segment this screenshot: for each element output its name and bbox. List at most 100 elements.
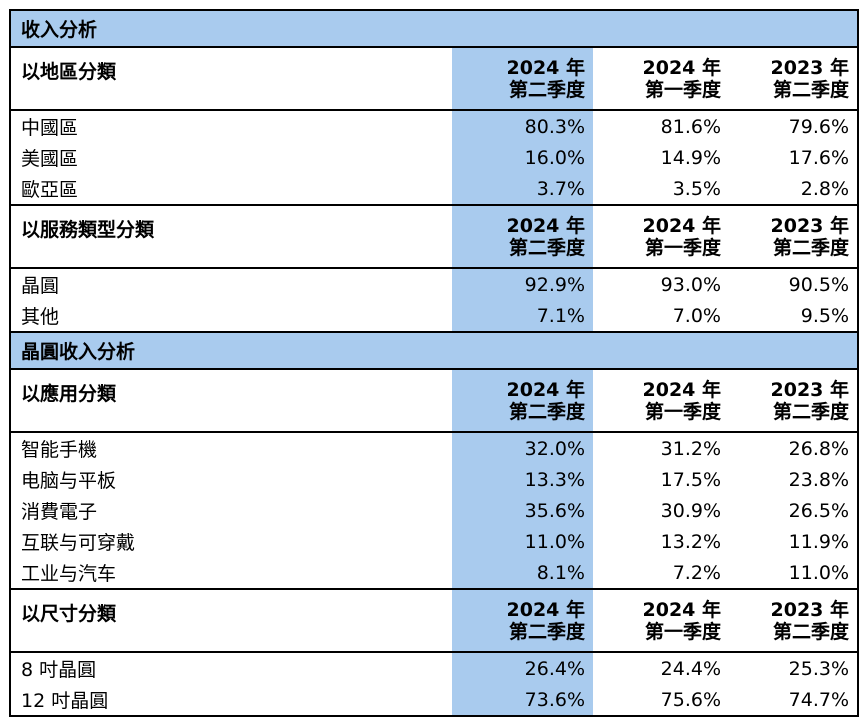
column-header-year: 2024 年	[642, 378, 722, 401]
column-header: 2023 年第二季度	[729, 204, 858, 269]
column-header: 2024 年第二季度	[452, 204, 593, 269]
table-row: 其他 7.1% 7.0% 9.5%	[11, 300, 857, 332]
column-header-year: 2024 年	[506, 56, 586, 79]
table-row: 12 吋晶圓 73.6% 75.6% 74.7%	[11, 684, 857, 715]
row-value: 25.3%	[788, 657, 850, 680]
table-row: 美國區 16.0% 14.9% 17.6%	[11, 142, 857, 173]
row-label: 互联与可穿戴	[21, 532, 136, 554]
row-label: 工业与汽车	[21, 563, 117, 585]
column-header: 2023 年第二季度	[729, 588, 858, 653]
column-header-quarter: 第二季度	[773, 620, 850, 643]
row-value: 24.4%	[660, 657, 721, 680]
group-header-label: 以地區分類	[11, 46, 452, 111]
column-header-quarter: 第一季度	[644, 236, 721, 259]
row-value: 7.0%	[672, 304, 721, 327]
section-title: 收入分析	[11, 9, 858, 48]
group-header-row: 以應用分類 2024 年第二季度 2024 年第一季度 2023 年第二季度	[11, 368, 858, 433]
row-value: 26.4%	[452, 652, 593, 684]
row-label: 消費電子	[21, 501, 98, 523]
row-label: 其他	[21, 306, 60, 328]
column-header-year: 2024 年	[642, 598, 722, 621]
row-value: 80.3%	[452, 110, 593, 142]
section-header: 收入分析	[11, 9, 858, 48]
column-header: 2024 年第一季度	[593, 368, 729, 433]
row-label: 8 吋晶圓	[21, 659, 97, 681]
row-value: 7.1%	[452, 300, 593, 332]
column-header: 2024 年第二季度	[452, 368, 593, 433]
column-header-quarter: 第二季度	[773, 236, 850, 259]
row-value: 92.9%	[452, 268, 593, 300]
column-header-quarter: 第二季度	[508, 236, 585, 259]
column-header-year: 2024 年	[506, 598, 586, 621]
row-value: 31.2%	[660, 437, 721, 460]
group-header-label: 以尺寸分類	[11, 588, 452, 653]
column-header-quarter: 第二季度	[508, 78, 585, 101]
table-row: 中國區 80.3% 81.6% 79.6%	[11, 110, 857, 142]
group-header-row: 以服務類型分類 2024 年第二季度 2024 年第一季度 2023 年第二季度	[11, 204, 858, 269]
group-header-row: 以尺寸分類 2024 年第二季度 2024 年第一季度 2023 年第二季度	[11, 588, 858, 653]
section-title: 晶圓收入分析	[11, 331, 858, 370]
row-value: 16.0%	[452, 142, 593, 173]
row-value: 3.7%	[452, 173, 593, 205]
row-value: 26.8%	[788, 437, 850, 460]
column-header: 2023 年第二季度	[729, 368, 858, 433]
column-header-year: 2024 年	[506, 378, 586, 401]
row-label: 智能手機	[21, 439, 98, 461]
row-value: 23.8%	[788, 468, 850, 491]
row-value: 93.0%	[660, 273, 721, 296]
column-header-year: 2023 年	[770, 598, 850, 621]
row-value: 17.6%	[788, 146, 850, 169]
row-value: 32.0%	[452, 432, 593, 464]
row-value: 11.0%	[452, 526, 593, 557]
group-header-label: 以應用分類	[11, 368, 452, 433]
row-label: 美國區	[21, 148, 79, 170]
table-row: 晶圓 92.9% 93.0% 90.5%	[11, 268, 857, 300]
column-header: 2024 年第一季度	[593, 204, 729, 269]
row-value: 11.9%	[788, 530, 850, 553]
table-row: 智能手機 32.0% 31.2% 26.8%	[11, 432, 857, 464]
row-value: 13.2%	[660, 530, 721, 553]
table-row: 互联与可穿戴 11.0% 13.2% 11.9%	[11, 526, 857, 557]
row-label: 电脑与平板	[21, 470, 117, 492]
row-value: 75.6%	[660, 688, 721, 711]
column-header-year: 2024 年	[506, 214, 586, 237]
column-header: 2023 年第二季度	[729, 46, 858, 111]
row-value: 2.8%	[800, 177, 850, 200]
row-label: 中國區	[21, 117, 79, 139]
row-value: 73.6%	[452, 684, 593, 715]
row-value: 8.1%	[452, 557, 593, 589]
table-row: 工业与汽车 8.1% 7.2% 11.0%	[11, 557, 857, 589]
row-value: 90.5%	[788, 273, 850, 296]
row-value: 7.2%	[672, 561, 721, 584]
column-header-year: 2023 年	[770, 214, 850, 237]
row-value: 3.5%	[672, 177, 721, 200]
column-header-quarter: 第一季度	[644, 78, 721, 101]
column-header-quarter: 第二季度	[773, 400, 850, 423]
row-value: 26.5%	[788, 499, 850, 522]
column-header: 2024 年第二季度	[452, 588, 593, 653]
section-header: 晶圓收入分析	[11, 331, 858, 370]
table-row: 歐亞區 3.7% 3.5% 2.8%	[11, 173, 857, 205]
table-row: 消費電子 35.6% 30.9% 26.5%	[11, 495, 857, 526]
row-value: 79.6%	[788, 115, 850, 138]
column-header-quarter: 第一季度	[644, 400, 721, 423]
column-header-quarter: 第二季度	[773, 78, 850, 101]
row-value: 9.5%	[800, 304, 850, 327]
revenue-analysis-table: 收入分析 以地區分類 2024 年第二季度 2024 年第一季度 2023 年第二季度中…	[11, 9, 858, 715]
column-header-year: 2024 年	[642, 56, 722, 79]
row-value: 30.9%	[660, 499, 721, 522]
row-value: 17.5%	[660, 468, 721, 491]
column-header-year: 2023 年	[770, 378, 850, 401]
column-header: 2024 年第一季度	[593, 46, 729, 111]
column-header: 2024 年第一季度	[593, 588, 729, 653]
table-body: 收入分析 以地區分類 2024 年第二季度 2024 年第一季度 2023 年第二季度中…	[11, 9, 858, 715]
column-header: 2024 年第二季度	[452, 46, 593, 111]
group-header-label: 以服務類型分類	[11, 204, 452, 269]
row-label: 12 吋晶圓	[21, 690, 109, 712]
column-header-year: 2023 年	[770, 56, 850, 79]
column-header-quarter: 第一季度	[644, 620, 721, 643]
column-header-quarter: 第二季度	[508, 400, 585, 423]
row-label: 歐亞區	[21, 179, 79, 201]
table-row: 电脑与平板 13.3% 17.5% 23.8%	[11, 464, 857, 495]
row-value: 14.9%	[660, 146, 721, 169]
